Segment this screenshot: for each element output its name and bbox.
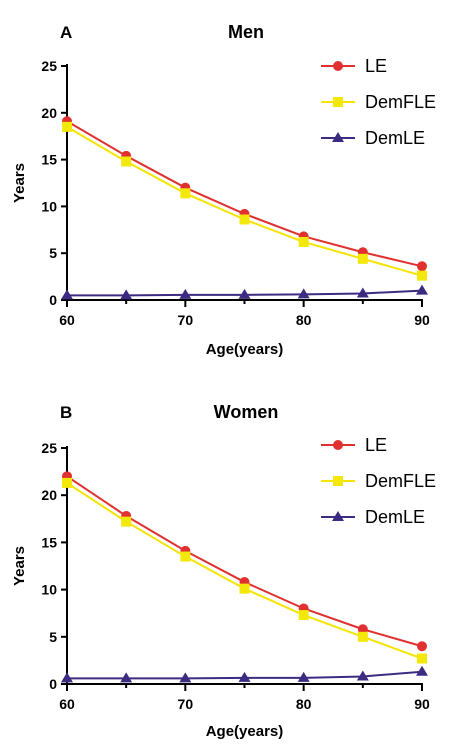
legend-marker-DemLE — [332, 132, 344, 142]
x-axis-label: Age(years) — [206, 723, 284, 740]
legend-marker-LE — [333, 61, 343, 71]
y-axis-label: Years — [11, 546, 28, 586]
data-point-DemLE — [179, 672, 192, 683]
legend-marker-DemFLE — [333, 476, 343, 486]
y-tick-label: 5 — [49, 245, 57, 261]
data-point-DemFLE — [180, 188, 191, 199]
data-point-DemFLE — [357, 253, 368, 264]
data-point-LE — [357, 624, 368, 635]
x-tick-label: 60 — [59, 696, 75, 712]
x-axis-label: Age(years) — [206, 341, 284, 358]
legend-marker-LE — [333, 440, 343, 450]
series-line-LE — [66, 475, 423, 648]
x-tick-label: 70 — [178, 696, 194, 712]
legend-label-DemLE: DemLE — [365, 507, 425, 527]
data-point-DemFLE — [239, 214, 250, 225]
panel-A: A Men 0 5 10 15 20 25 60 70 80 90 Age(years) Years LE D… — [11, 22, 436, 358]
data-point-DemFLE — [62, 477, 72, 488]
legend-label-DemFLE: DemFLE — [365, 471, 436, 491]
data-point-DemFLE — [121, 156, 132, 167]
data-point-DemLE — [416, 665, 428, 676]
x-tick-label: 90 — [414, 312, 430, 328]
data-point-DemLE — [120, 289, 133, 300]
data-point-DemFLE — [298, 610, 309, 621]
data-point-DemFLE — [239, 583, 250, 594]
data-point-DemLE — [61, 289, 73, 300]
data-point-LE — [417, 261, 427, 272]
data-point-LE — [417, 641, 427, 652]
legend-label-LE: LE — [365, 56, 387, 76]
y-tick-label: 20 — [41, 105, 57, 121]
chart-title: Men — [228, 22, 264, 42]
y-tick-label: 5 — [49, 629, 57, 645]
x-tick-label: 60 — [59, 312, 75, 328]
data-point-DemLE — [297, 288, 310, 299]
y-tick-label: 15 — [41, 152, 57, 168]
x-tick-label: 90 — [414, 696, 430, 712]
legend-label-DemFLE: DemFLE — [365, 92, 436, 112]
data-point-DemLE — [356, 287, 369, 298]
legend-label-DemLE: DemLE — [365, 128, 425, 148]
panel-letter: B — [60, 403, 72, 422]
data-point-DemLE — [416, 284, 428, 295]
y-tick-label: 0 — [49, 292, 57, 308]
x-tick-label: 80 — [296, 696, 312, 712]
data-point-DemFLE — [357, 631, 368, 642]
y-tick-label: 25 — [41, 440, 57, 456]
legend-marker-DemLE — [332, 511, 344, 521]
data-point-DemLE — [61, 672, 73, 683]
y-tick-label: 20 — [41, 487, 57, 503]
y-tick-label: 0 — [49, 676, 57, 692]
legend-label-LE: LE — [365, 435, 387, 455]
y-axis-label: Years — [11, 163, 28, 203]
x-tick-label: 80 — [296, 312, 312, 328]
data-point-DemFLE — [298, 236, 309, 247]
data-point-DemFLE — [417, 653, 427, 664]
y-tick-label: 25 — [41, 58, 57, 74]
panel-letter: A — [60, 23, 72, 42]
data-point-DemFLE — [180, 551, 191, 562]
data-point-DemLE — [297, 671, 310, 682]
x-tick-label: 70 — [178, 312, 194, 328]
data-point-DemLE — [238, 288, 251, 299]
y-tick-label: 10 — [41, 198, 57, 214]
data-point-DemLE — [179, 288, 192, 299]
data-point-DemLE — [356, 670, 369, 681]
panel-B: B Women 0 5 10 15 20 25 60 70 80 90 Age(years) Years L… — [11, 402, 436, 740]
data-point-DemFLE — [417, 270, 427, 281]
data-point-DemFLE — [121, 516, 132, 527]
data-point-DemFLE — [62, 121, 72, 132]
y-tick-label: 10 — [41, 582, 57, 598]
data-point-DemLE — [238, 671, 251, 682]
legend-marker-DemFLE — [333, 97, 343, 107]
y-tick-label: 15 — [41, 534, 57, 550]
chart-title: Women — [214, 402, 279, 422]
data-point-DemLE — [120, 672, 133, 683]
